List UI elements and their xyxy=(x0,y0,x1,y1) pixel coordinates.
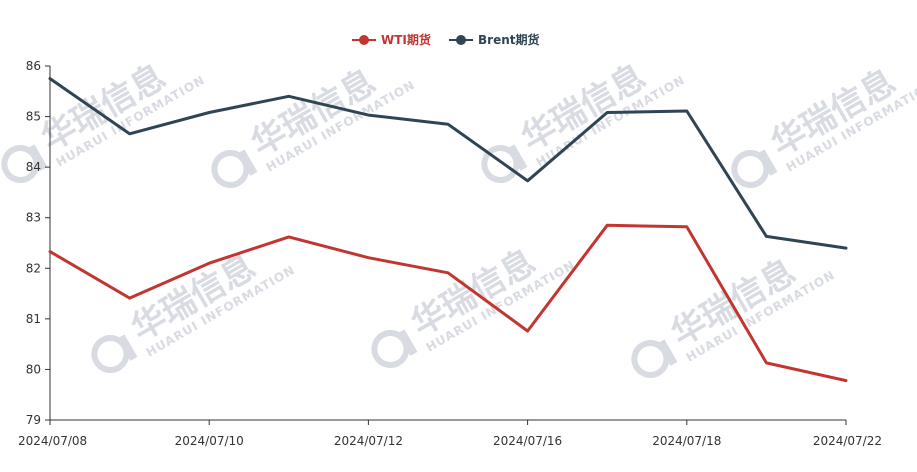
watermark-logo-bar xyxy=(657,339,678,366)
watermark-logo-bar xyxy=(117,334,138,361)
legend-label: WTI期货 xyxy=(381,32,431,47)
legend-label: Brent期货 xyxy=(478,32,539,47)
legend-marker-icon xyxy=(359,35,369,45)
x-tick-label: 2024/07/08 xyxy=(18,434,87,448)
y-tick-label: 81 xyxy=(26,312,41,326)
x-tick-label: 2024/07/12 xyxy=(334,434,403,448)
series-line-1[interactable] xyxy=(48,77,848,250)
y-tick-label: 82 xyxy=(26,261,41,275)
x-tick-label: 2024/07/22 xyxy=(813,434,882,448)
series-line-0[interactable] xyxy=(48,223,848,383)
watermark-logo-bar xyxy=(507,144,528,171)
legend-item-0[interactable]: WTI期货 xyxy=(352,32,431,47)
legend-item-1[interactable]: Brent期货 xyxy=(449,32,539,47)
watermark-logo-bar xyxy=(397,329,418,356)
watermark-logo-bar xyxy=(237,149,258,176)
y-tick-label: 85 xyxy=(26,110,41,124)
y-tick-label: 79 xyxy=(26,413,41,427)
x-tick-label: 2024/07/10 xyxy=(175,434,244,448)
axis-layer: 79 80 81 82 83 84 85 86 2024/07/08 2024/07/10 2024… xyxy=(18,59,882,448)
y-tick-label: 84 xyxy=(26,160,41,174)
y-tick-label: 83 xyxy=(26,211,41,225)
x-tick-label: 2024/07/16 xyxy=(493,434,562,448)
x-tick-label: 2024/07/18 xyxy=(652,434,721,448)
watermark-logo-bar xyxy=(27,144,48,171)
watermark-logo-bar xyxy=(757,149,778,176)
legend[interactable]: WTI期货 Brent期货 xyxy=(352,32,539,47)
y-tick-label: 86 xyxy=(26,59,41,73)
legend-marker-icon xyxy=(456,35,466,45)
y-tick-label: 80 xyxy=(26,362,41,376)
series-layer xyxy=(48,77,848,383)
